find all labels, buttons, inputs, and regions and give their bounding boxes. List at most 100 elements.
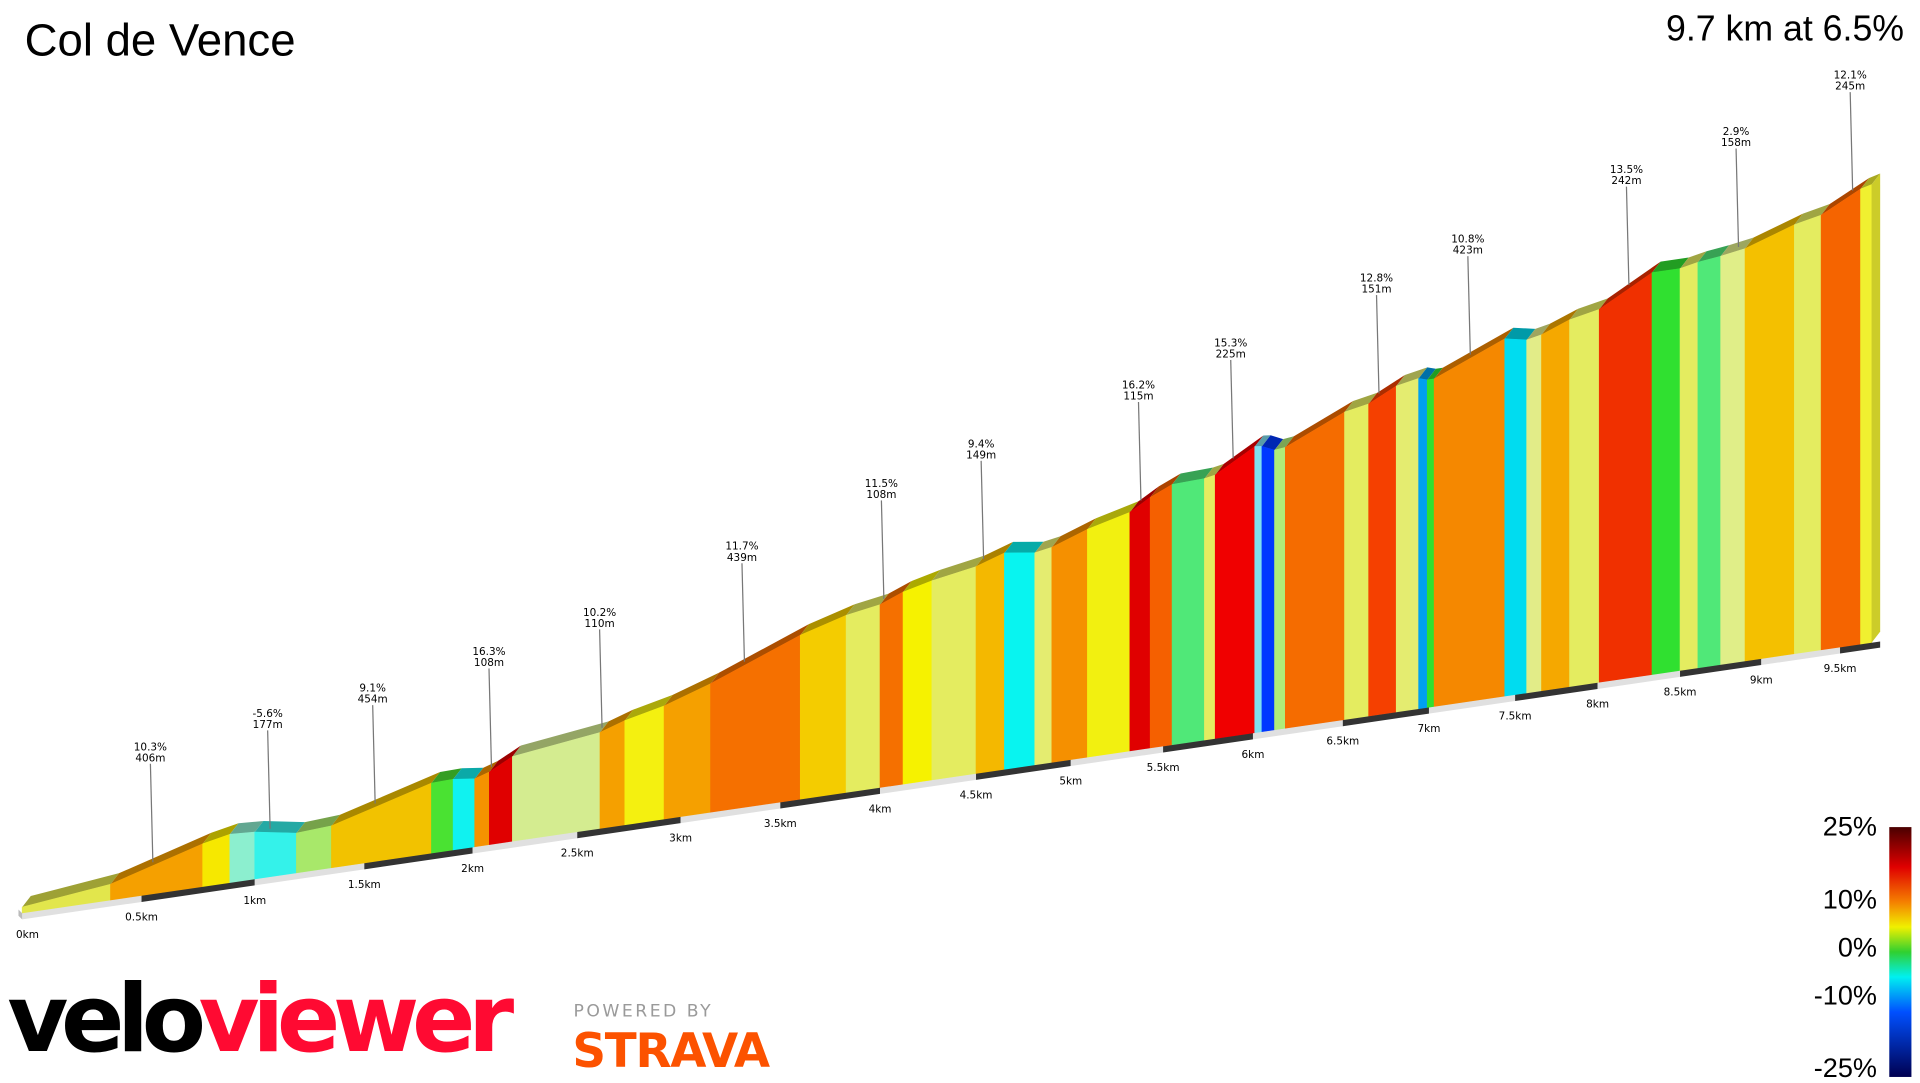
segment-top-face bbox=[489, 745, 521, 772]
segment-front-face bbox=[1598, 272, 1653, 683]
segment-top-face bbox=[1172, 467, 1214, 485]
segment-front-face bbox=[1284, 411, 1345, 729]
segment-front-face bbox=[1395, 378, 1419, 713]
distance-band bbox=[22, 895, 142, 920]
segment-front-face bbox=[624, 705, 665, 826]
annotation-length: 225m bbox=[1216, 348, 1246, 360]
climb-annotations: 10.3%406m-5.6%177m9.1%454m16.3%108m10.2%… bbox=[134, 70, 1867, 863]
distance-band bbox=[1840, 641, 1881, 654]
segment-front-face bbox=[1744, 224, 1795, 662]
segment-top-face bbox=[1254, 435, 1271, 447]
segment-top-face bbox=[846, 593, 889, 616]
segment-front-face bbox=[1569, 308, 1600, 688]
segment-top-face bbox=[1599, 261, 1661, 310]
segment-top-face bbox=[1860, 173, 1881, 190]
annotation-grade: 13.5% bbox=[1610, 164, 1643, 176]
annotation-length: 454m bbox=[358, 694, 388, 706]
segment-top-face bbox=[1004, 541, 1044, 553]
segment-front-face bbox=[1051, 528, 1088, 763]
segment-front-face bbox=[710, 634, 801, 813]
annotation-leader-line bbox=[741, 563, 746, 662]
segment-top-face bbox=[1821, 177, 1870, 216]
segment-front-face bbox=[1860, 184, 1872, 645]
annotation-grade: 11.7% bbox=[725, 541, 758, 553]
annotation-grade: 16.2% bbox=[1122, 379, 1155, 391]
segment-top-face bbox=[1504, 327, 1536, 340]
annotation-length: 108m bbox=[474, 657, 504, 669]
x-tick-label: 2.5km bbox=[561, 848, 594, 860]
segment-front-face bbox=[931, 566, 977, 781]
x-tick-label: 2km bbox=[461, 863, 484, 875]
segment-top-face bbox=[254, 821, 306, 834]
segment-front-face bbox=[1087, 511, 1131, 758]
segment-front-face bbox=[1034, 546, 1053, 766]
distance-band bbox=[880, 773, 977, 794]
annotation-length: 115m bbox=[1123, 391, 1153, 403]
distance-band bbox=[1342, 707, 1429, 727]
segment-top-face bbox=[800, 604, 855, 636]
distance-band bbox=[1597, 670, 1681, 689]
segment-front-face bbox=[975, 552, 1005, 775]
distance-band bbox=[141, 879, 255, 902]
annotation-length: 177m bbox=[253, 719, 283, 731]
segment-top-face bbox=[110, 832, 212, 885]
segment-top-face bbox=[710, 624, 809, 684]
segment-top-face bbox=[1427, 367, 1443, 380]
annotation-leader-line bbox=[598, 629, 603, 728]
segment-front-face bbox=[331, 782, 432, 869]
x-tick-label: 5km bbox=[1059, 775, 1082, 787]
segment-top-face bbox=[880, 580, 912, 605]
distance-band bbox=[254, 863, 365, 886]
colorbar-label: -10% bbox=[1814, 979, 1877, 1010]
distance-band bbox=[1252, 720, 1343, 740]
distance-band bbox=[1515, 682, 1598, 702]
x-tick-label: 0.5km bbox=[125, 911, 158, 923]
distance-band bbox=[780, 787, 881, 809]
annotation-length: 108m bbox=[866, 489, 896, 501]
segment-front-face bbox=[1504, 338, 1527, 697]
segment-front-face bbox=[879, 591, 904, 789]
segment-top-face bbox=[1150, 473, 1181, 498]
segment-top-face bbox=[1051, 518, 1097, 548]
segment-front-face bbox=[599, 720, 626, 830]
segment-top-face bbox=[1569, 298, 1608, 320]
segment-front-face bbox=[1820, 188, 1861, 651]
colorbar-scale bbox=[1889, 827, 1912, 1077]
segment-top-face bbox=[453, 767, 484, 780]
segment-top-face bbox=[1261, 435, 1284, 451]
segment-front-face bbox=[1794, 214, 1822, 655]
segment-front-face bbox=[1214, 446, 1256, 740]
x-tick-label: 9km bbox=[1750, 674, 1773, 686]
segment-top-face bbox=[1434, 327, 1514, 379]
distance-band bbox=[472, 832, 578, 854]
x-tick-label: 4.5km bbox=[960, 789, 993, 801]
segment-front-face bbox=[254, 831, 297, 880]
segment-front-face bbox=[1541, 319, 1570, 692]
segment-front-face bbox=[1418, 378, 1428, 710]
segment-top-face bbox=[976, 541, 1014, 567]
segment-front-face bbox=[1368, 385, 1397, 717]
segment-front-face bbox=[902, 580, 933, 785]
segment-top-face bbox=[1652, 257, 1689, 273]
segment-top-face bbox=[1720, 237, 1754, 257]
segment-front-face bbox=[845, 604, 881, 794]
annotation-leader-line bbox=[1467, 256, 1471, 355]
segment-front-face bbox=[799, 614, 847, 800]
segment-top-face bbox=[474, 760, 498, 779]
logo-viewer: viewer bbox=[198, 963, 515, 1074]
segment-front-face bbox=[1679, 261, 1699, 672]
segment-front-face bbox=[452, 778, 476, 851]
segment-front-face bbox=[1204, 474, 1216, 741]
segment-front-face bbox=[431, 778, 454, 854]
annotation-leader-line bbox=[1849, 92, 1854, 191]
gradient-colorbar: 25% 10% 0% -10% -25% bbox=[1814, 811, 1912, 1083]
distance-band bbox=[364, 847, 473, 870]
segment-front-face bbox=[474, 771, 490, 848]
segment-front-face bbox=[1149, 483, 1173, 749]
annotation-grade: 9.4% bbox=[968, 438, 995, 450]
climb-title: Col de Vence bbox=[24, 14, 296, 66]
segment-top-face bbox=[22, 873, 120, 908]
annotation-grade: -5.6% bbox=[252, 708, 282, 720]
annotation-length: 439m bbox=[727, 552, 757, 564]
segment-top-face bbox=[1541, 308, 1579, 335]
